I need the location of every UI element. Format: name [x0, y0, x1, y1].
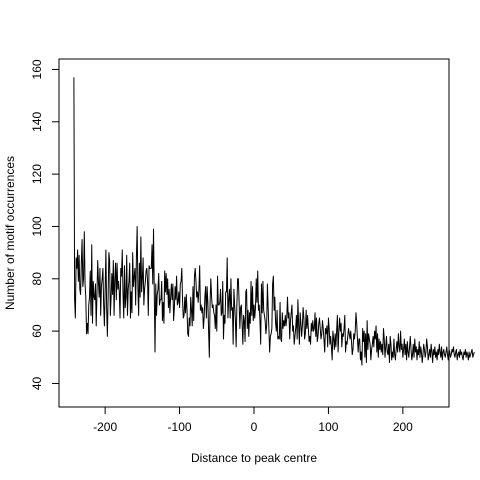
x-axis: -200 -100 0 100 200 [93, 407, 413, 434]
series-line [73, 77, 475, 366]
y-tick-label: 80 [30, 272, 44, 286]
y-tick-label: 140 [30, 111, 44, 131]
x-tick-label: 200 [393, 420, 413, 434]
y-tick-label: 120 [30, 164, 44, 184]
x-tick-label: 100 [318, 420, 338, 434]
y-axis-label: Number of motif occurrences [3, 156, 17, 310]
plot-frame [58, 58, 450, 408]
x-tick-label: 0 [251, 420, 258, 434]
y-tick-label: 40 [30, 376, 44, 390]
y-tick-label: 160 [30, 59, 44, 79]
x-tick-label: -200 [93, 420, 117, 434]
y-tick-label: 100 [30, 216, 44, 236]
plot-area [73, 77, 475, 366]
y-axis: 40 60 80 100 120 140 160 [30, 59, 59, 390]
y-tick-label: 60 [30, 324, 44, 338]
x-axis-label: Distance to peak centre [191, 451, 317, 465]
x-tick-label: -100 [168, 420, 192, 434]
